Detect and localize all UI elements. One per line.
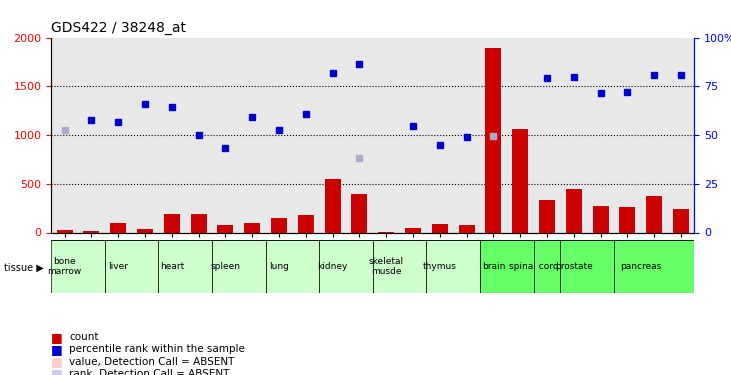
Bar	[110, 223, 126, 232]
Bar	[217, 225, 233, 232]
FancyBboxPatch shape	[159, 240, 212, 292]
Text: prostate: prostate	[555, 262, 593, 271]
Bar	[137, 229, 153, 232]
Bar	[646, 196, 662, 232]
Bar	[271, 218, 287, 232]
Text: value, Detection Call = ABSENT: value, Detection Call = ABSENT	[69, 357, 235, 366]
Bar	[378, 231, 394, 232]
Text: lung: lung	[269, 262, 289, 271]
Bar	[485, 48, 501, 232]
Text: ■: ■	[51, 331, 63, 344]
Text: count: count	[69, 333, 99, 342]
FancyBboxPatch shape	[480, 240, 534, 292]
Text: rank, Detection Call = ABSENT: rank, Detection Call = ABSENT	[69, 369, 230, 375]
FancyBboxPatch shape	[426, 240, 480, 292]
Bar	[566, 189, 582, 232]
Bar	[432, 224, 448, 232]
Text: ■: ■	[51, 343, 63, 356]
FancyBboxPatch shape	[212, 240, 265, 292]
Text: kidney: kidney	[317, 262, 348, 271]
Bar	[673, 209, 689, 232]
FancyBboxPatch shape	[561, 240, 614, 292]
FancyBboxPatch shape	[319, 240, 373, 292]
Bar	[458, 225, 474, 232]
FancyBboxPatch shape	[265, 240, 319, 292]
Text: percentile rank within the sample: percentile rank within the sample	[69, 345, 246, 354]
Bar	[593, 206, 609, 232]
Text: spinal cord: spinal cord	[509, 262, 558, 271]
Text: spleen: spleen	[211, 262, 240, 271]
Bar	[539, 200, 555, 232]
Bar	[352, 195, 368, 232]
Text: ■: ■	[51, 355, 63, 368]
FancyBboxPatch shape	[51, 240, 105, 292]
Text: liver: liver	[108, 262, 128, 271]
Text: heart: heart	[159, 262, 184, 271]
Bar	[164, 214, 180, 232]
Text: ■: ■	[51, 367, 63, 375]
FancyBboxPatch shape	[534, 240, 561, 292]
Bar	[405, 228, 421, 232]
Text: GDS422 / 38248_at: GDS422 / 38248_at	[51, 21, 186, 35]
Bar	[298, 215, 314, 232]
Text: tissue ▶: tissue ▶	[4, 263, 43, 273]
FancyBboxPatch shape	[373, 240, 426, 292]
Bar	[619, 207, 635, 232]
Text: thymus: thymus	[423, 262, 457, 271]
Text: skeletal
musde: skeletal musde	[368, 256, 404, 276]
FancyBboxPatch shape	[105, 240, 159, 292]
Bar	[191, 214, 207, 232]
Bar	[244, 223, 260, 232]
Text: brain: brain	[482, 262, 505, 271]
Bar	[56, 230, 72, 232]
FancyBboxPatch shape	[614, 240, 694, 292]
Text: pancreas: pancreas	[620, 262, 662, 271]
Bar	[83, 231, 99, 232]
Text: bone
marrow: bone marrow	[48, 256, 82, 276]
Bar	[325, 179, 341, 232]
Bar	[512, 129, 529, 232]
